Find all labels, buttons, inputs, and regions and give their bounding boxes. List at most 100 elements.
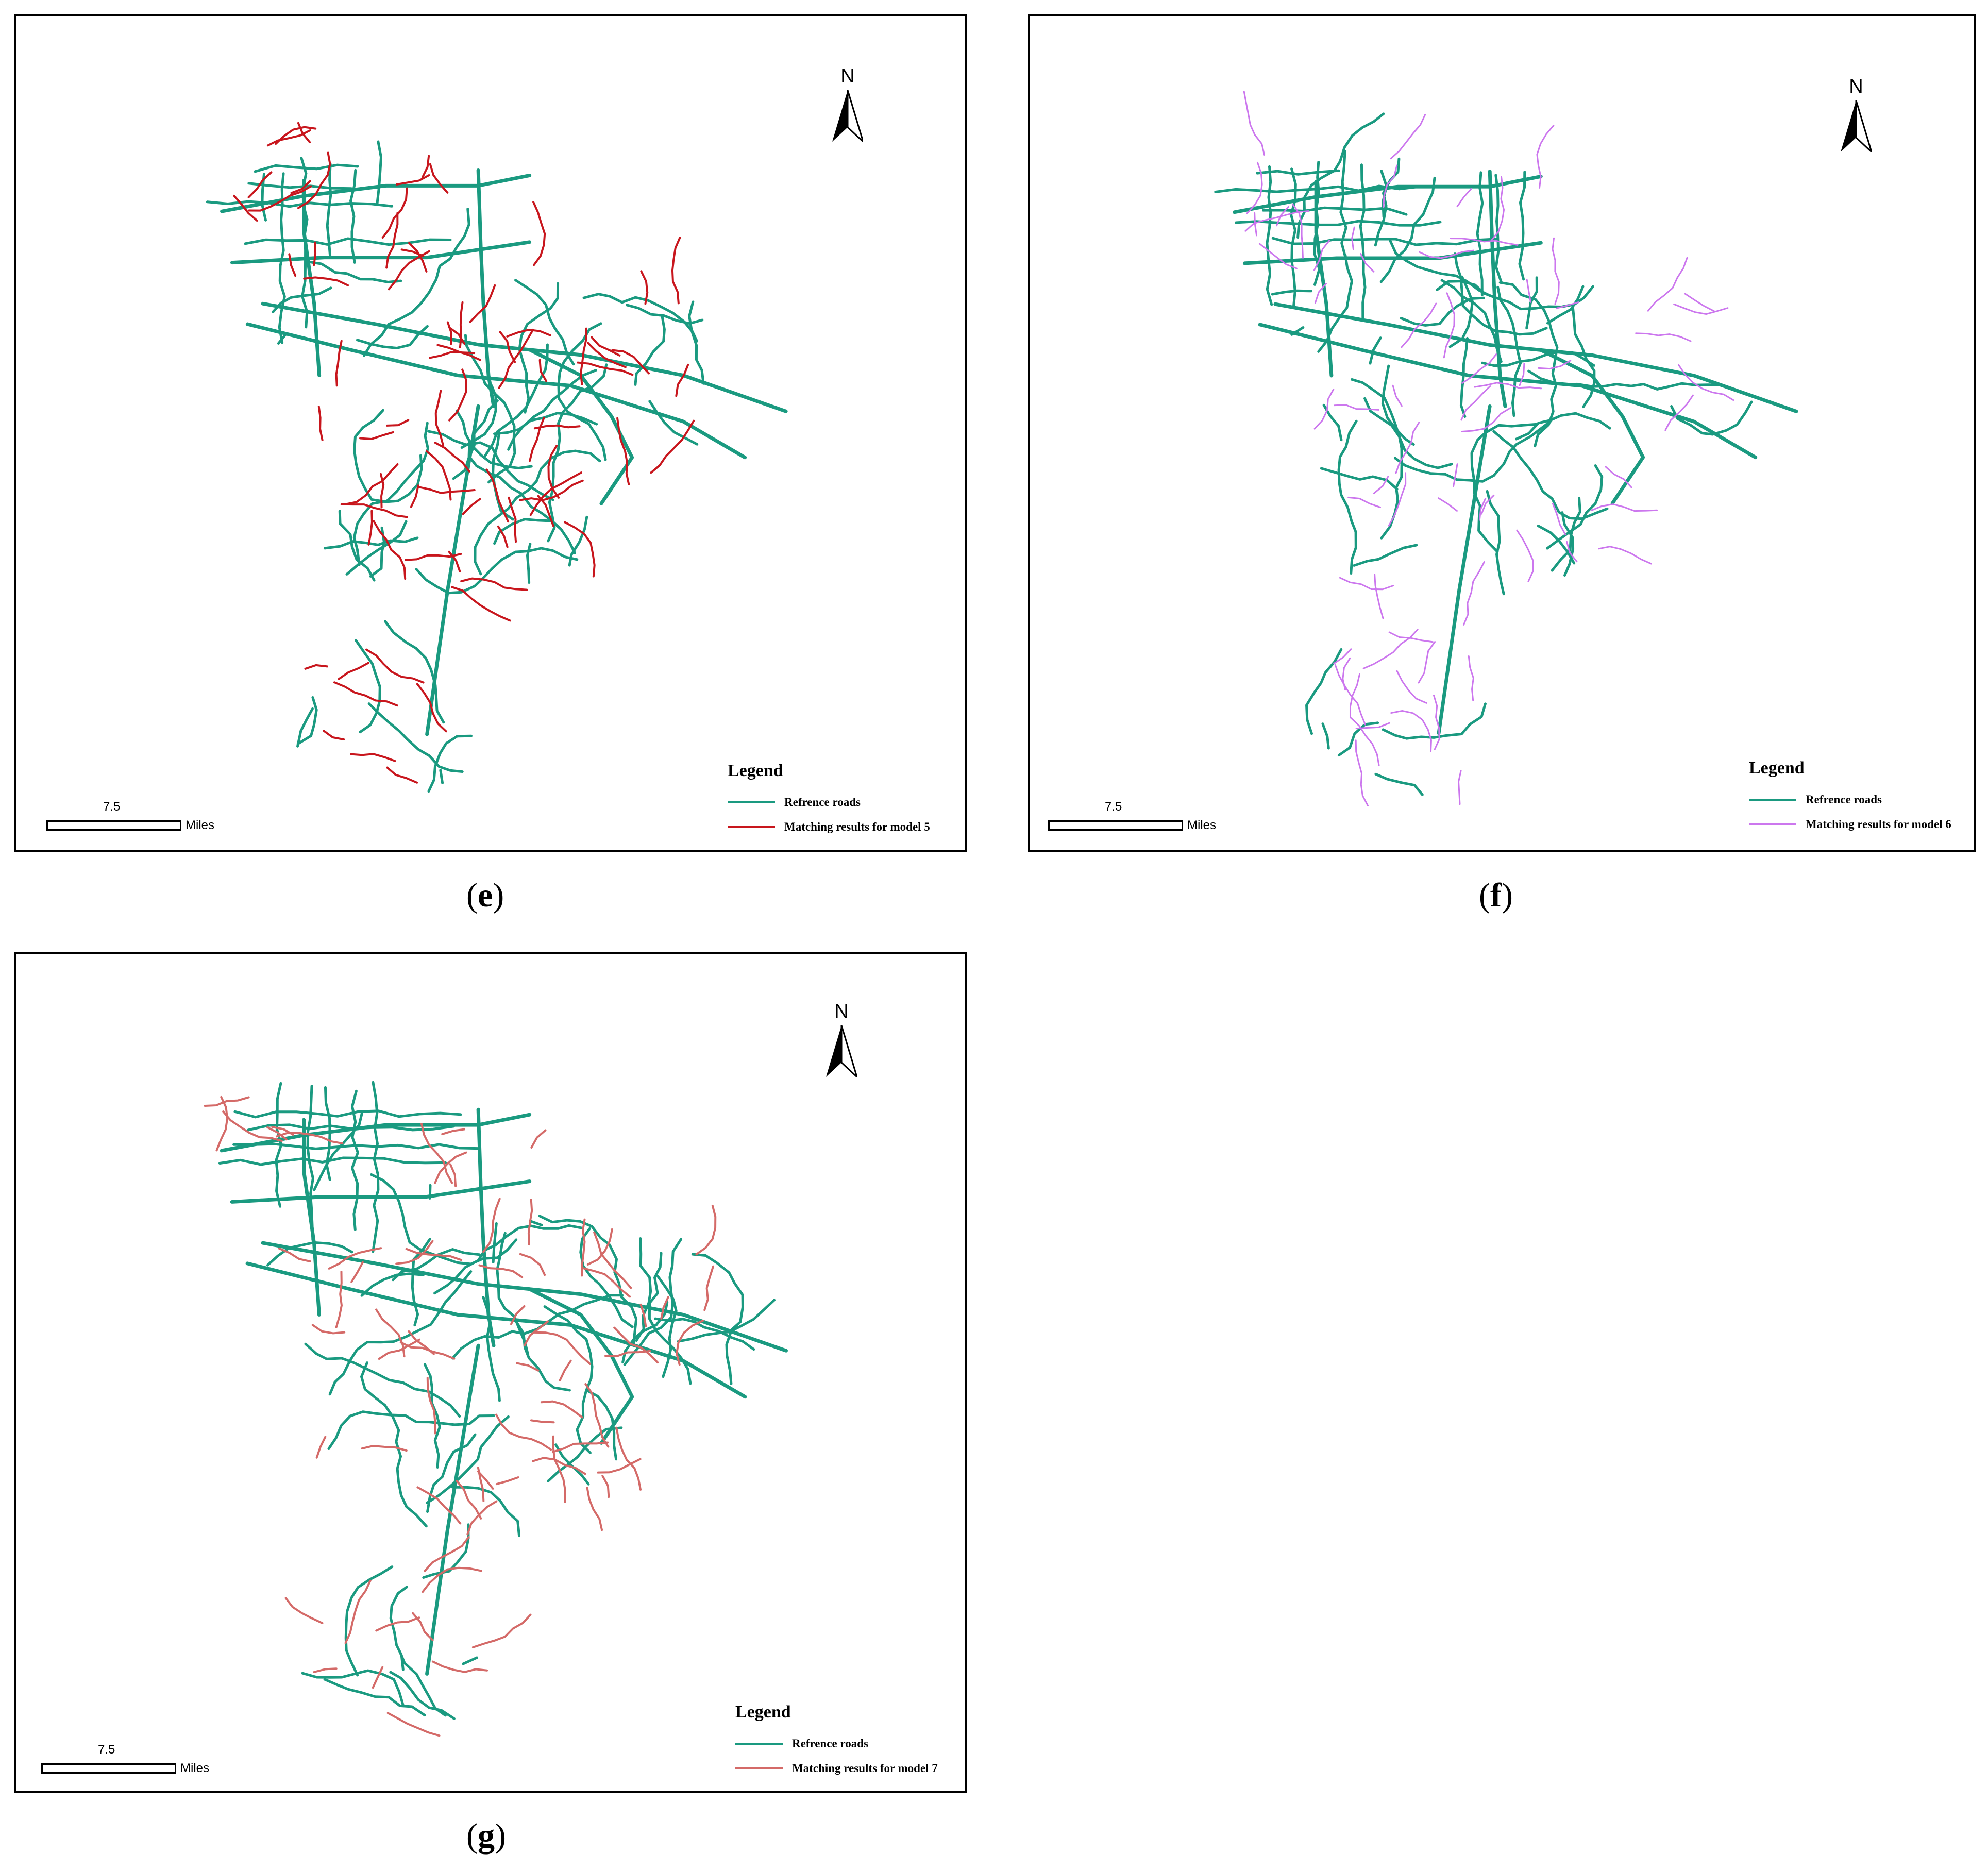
reference-road bbox=[554, 1443, 590, 1486]
caption-letter: f bbox=[1490, 876, 1502, 914]
matching-road-segment bbox=[532, 201, 546, 266]
reference-road bbox=[1400, 296, 1485, 327]
legend-label-match: Matching results for model 7 bbox=[792, 1762, 938, 1775]
reference-road bbox=[493, 518, 576, 554]
matching-road-segment bbox=[1591, 503, 1658, 512]
matching-road-segment bbox=[1388, 631, 1434, 643]
reference-road bbox=[1256, 169, 1340, 176]
matching-road-segment bbox=[459, 301, 464, 349]
matching-road-segment bbox=[527, 1199, 533, 1246]
matching-road-segment bbox=[1673, 303, 1729, 315]
matching-road-segment bbox=[1419, 249, 1475, 259]
reference-road bbox=[296, 707, 314, 748]
matching-road-segment bbox=[247, 171, 273, 198]
north-label: N bbox=[1849, 76, 1863, 97]
matching-road-segment bbox=[328, 1247, 382, 1270]
reference-roads-layer bbox=[218, 1081, 788, 1720]
matching-results-layer bbox=[204, 1095, 717, 1737]
reference-road bbox=[623, 1238, 683, 1366]
matching-road-segment bbox=[1480, 494, 1495, 515]
reference-road bbox=[1388, 239, 1492, 297]
matching-road-segment bbox=[420, 1123, 453, 1184]
reference-road bbox=[1492, 430, 1609, 520]
reference-road bbox=[464, 334, 516, 484]
matching-road-segment bbox=[1605, 466, 1632, 488]
matching-road-segment bbox=[530, 1129, 547, 1149]
matching-results-layer bbox=[1243, 91, 1734, 806]
reference-road bbox=[1437, 404, 1492, 735]
caption-letter: e bbox=[477, 876, 493, 914]
reference-road bbox=[426, 1415, 510, 1504]
matching-road-segment bbox=[551, 1441, 609, 1453]
legend-swatch-match bbox=[1749, 823, 1796, 825]
legend-label-reference: Refrence roads bbox=[792, 1737, 868, 1750]
reference-road bbox=[507, 369, 597, 451]
reference-road bbox=[349, 168, 357, 264]
reference-road bbox=[1374, 772, 1424, 796]
matching-road-segment bbox=[344, 1579, 372, 1644]
reference-road bbox=[245, 322, 747, 460]
north-arrow: N bbox=[818, 1001, 865, 1088]
reference-road bbox=[1527, 369, 1722, 391]
reference-road bbox=[309, 261, 402, 283]
reference-road bbox=[526, 543, 532, 584]
road-network-map bbox=[204, 1081, 788, 1737]
matching-road-segment bbox=[466, 1500, 498, 1536]
legend-label-reference: Refrence roads bbox=[784, 796, 861, 808]
legend-swatch-reference bbox=[728, 801, 775, 803]
matching-road-segment bbox=[429, 351, 476, 359]
matching-road-segment bbox=[367, 510, 373, 546]
reference-road bbox=[427, 430, 554, 501]
matching-road-segment bbox=[350, 1261, 364, 1283]
reference-road bbox=[456, 409, 533, 469]
matching-road-segment bbox=[418, 486, 476, 494]
reference-road bbox=[232, 1142, 481, 1150]
matching-road-segment bbox=[540, 1400, 583, 1419]
reference-road bbox=[1290, 167, 1297, 308]
matching-road-segment bbox=[412, 1612, 434, 1641]
north-arrow-icon bbox=[832, 90, 863, 142]
panel-caption-f: (f) bbox=[1479, 876, 1513, 914]
reference-road bbox=[1393, 419, 1553, 483]
matching-road-segment bbox=[1468, 655, 1474, 701]
matching-road-segment bbox=[601, 1475, 610, 1498]
north-arrow-icon bbox=[1841, 100, 1872, 152]
matching-road-segment bbox=[1291, 203, 1304, 259]
legend-label-reference: Refrence roads bbox=[1806, 793, 1882, 806]
matching-road-segment bbox=[499, 331, 516, 363]
matching-road-segment bbox=[333, 681, 398, 707]
reference-road bbox=[425, 1343, 480, 1676]
reference-road bbox=[1459, 336, 1469, 418]
reference-road bbox=[327, 1410, 496, 1451]
matching-road-segment bbox=[1433, 694, 1440, 750]
legend-item-reference: Refrence roads bbox=[728, 790, 930, 815]
matching-road-segment bbox=[519, 479, 584, 501]
matching-road-segment bbox=[276, 1132, 344, 1144]
matching-road-segment bbox=[395, 1240, 434, 1265]
reference-road bbox=[1382, 702, 1487, 740]
matching-road-segment bbox=[497, 525, 509, 548]
matching-road-segment bbox=[1243, 91, 1266, 156]
matching-road-segment bbox=[1334, 404, 1380, 411]
reference-road bbox=[1363, 397, 1453, 469]
reference-road bbox=[1266, 165, 1273, 306]
reference-road bbox=[247, 182, 353, 190]
reference-road bbox=[460, 384, 497, 449]
matching-road-segment bbox=[547, 444, 560, 499]
matching-road-segment bbox=[460, 577, 528, 591]
reference-road bbox=[1369, 336, 1382, 365]
matching-road-segment bbox=[451, 586, 511, 622]
legend-item-match: Matching results for model 7 bbox=[735, 1756, 938, 1781]
reference-road bbox=[1476, 171, 1484, 297]
reference-road bbox=[1261, 206, 1408, 216]
reference-road bbox=[1337, 721, 1379, 757]
matching-road-segment bbox=[315, 1436, 327, 1459]
matching-road-segment bbox=[516, 1362, 540, 1372]
reference-road bbox=[451, 1486, 521, 1538]
matching-road-segment bbox=[660, 1296, 669, 1320]
matching-road-segment bbox=[1390, 710, 1432, 752]
matching-road-segment bbox=[361, 1445, 408, 1452]
reference-road bbox=[1454, 252, 1548, 336]
matching-road-segment bbox=[611, 349, 650, 375]
matching-road-segment bbox=[1458, 770, 1462, 805]
